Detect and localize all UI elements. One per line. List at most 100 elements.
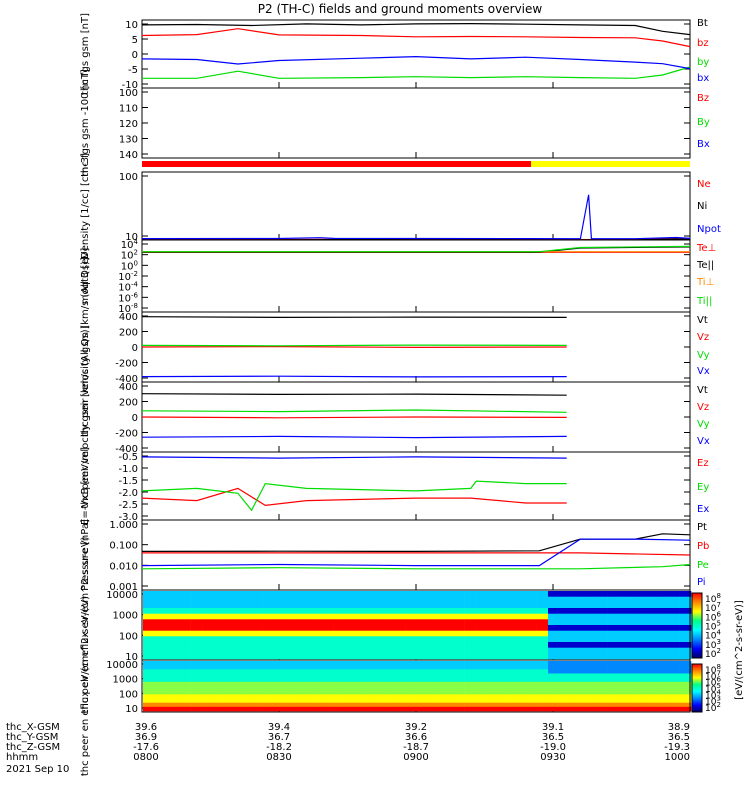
spectrogram-cell [262, 698, 275, 703]
spectrogram-cell [297, 602, 311, 609]
spectrogram-cell [571, 698, 585, 703]
spectrogram-cell [345, 619, 358, 626]
panel-frame [141, 239, 691, 313]
spectrogram-cell [238, 698, 251, 703]
panel-frame [141, 87, 691, 159]
spectrogram-cell [512, 596, 525, 603]
spectrogram-cell [619, 677, 632, 683]
spectrogram-cell [440, 653, 453, 660]
spectrogram-cell [357, 591, 370, 597]
spectrogram-cell [548, 677, 561, 683]
spectrogram-cell [262, 702, 275, 708]
spectrogram-cell [643, 653, 656, 660]
y-tick-label: -5 [128, 65, 138, 76]
spectrogram-cell [548, 661, 561, 666]
spectrogram-cell [428, 681, 442, 687]
spectrogram-cell [381, 665, 394, 670]
spectrogram-cell [262, 608, 275, 614]
spectrogram-cell [238, 619, 251, 626]
spectrogram-cell [619, 619, 632, 626]
spectrogram-cell [333, 673, 346, 678]
spectrogram-cell [143, 669, 156, 674]
spectrogram-cell [440, 642, 453, 648]
spectrogram-cell [321, 694, 334, 699]
spectrogram-cell [607, 591, 620, 597]
spectrogram-cell [309, 608, 322, 614]
spectrogram-cell [321, 630, 334, 637]
spectrogram-cell [226, 694, 239, 699]
spectrogram-cell [357, 636, 370, 643]
legend-te: Te⊥ [696, 243, 716, 254]
spectrogram-cell [440, 647, 453, 654]
spectrogram-cell [250, 681, 263, 687]
spectrogram-cell [214, 690, 227, 695]
spectrogram-cell [178, 681, 191, 687]
spectrogram-cell [560, 619, 573, 626]
spectrogram-cell [393, 673, 406, 678]
spectrogram-cell [321, 665, 334, 670]
colorbar-tick-label: 104 [705, 688, 721, 701]
spectrogram-cell [262, 661, 275, 666]
spectrogram-cell [393, 702, 406, 708]
spectrogram-cell [238, 608, 251, 614]
y-axis-label: thc fgs gsm -100 [nT] [80, 69, 91, 177]
y-axis-label: Density [1/cc] [cm-3] [80, 153, 91, 259]
y-tick-label: 104 [121, 238, 139, 251]
spectrogram-cell [202, 602, 215, 609]
spectrogram-cell [357, 669, 370, 674]
spectrogram-cell [274, 694, 287, 699]
spectrogram-cell [274, 665, 287, 670]
spectrogram-cell [381, 686, 394, 691]
spectrogram-cell [607, 613, 620, 620]
spectrogram-cell [345, 630, 358, 637]
spectrogram-cell [679, 677, 692, 683]
spectrogram-cell [440, 702, 453, 708]
spectrogram-cell [262, 642, 275, 648]
y-tick-label: 1000 [113, 675, 138, 686]
spectrogram-cell [154, 690, 168, 695]
spectrogram-cell [452, 702, 465, 708]
spectrogram-cell [393, 653, 406, 660]
spectrogram-cell [464, 665, 477, 670]
spectrogram-cell [226, 686, 239, 691]
spectrogram-cell [607, 686, 620, 691]
spectrogram-cell [286, 706, 299, 712]
spectrogram-cell [452, 681, 465, 687]
spectrogram-cell [488, 673, 501, 678]
spectrogram-cell [381, 608, 394, 614]
spectrogram-cell [500, 625, 513, 631]
spectrogram-cell [583, 619, 596, 626]
spectrogram-cell [143, 591, 156, 597]
series-line-ez [141, 487, 567, 507]
spectrogram-cell [214, 677, 227, 683]
spectrogram-cell [297, 661, 311, 666]
spectrogram-cell [655, 686, 668, 691]
spectrogram-cell [345, 694, 358, 699]
spectrogram-cell [262, 591, 275, 597]
spectrogram-cell [345, 677, 358, 683]
spectrogram-cell [369, 665, 382, 670]
spectrogram-cell [226, 630, 239, 637]
spectrogram-cell [286, 694, 299, 699]
spectrogram-cell [166, 636, 179, 643]
spectrogram-cell [440, 613, 453, 620]
series-line-ti [142, 245, 691, 253]
spectrogram-cell [476, 665, 489, 670]
spectrogram-cell [452, 706, 465, 712]
series-line-bx [141, 55, 691, 70]
spectrogram-cell [500, 677, 513, 683]
spectrogram-cell [357, 702, 370, 708]
spectrogram-cell [238, 625, 251, 631]
spectrogram-cell [512, 690, 525, 695]
spectrogram-cell [166, 677, 179, 683]
spectrogram-cell [297, 669, 311, 674]
spectrogram-cell [405, 690, 418, 695]
spectrogram-cell [250, 669, 263, 674]
spectrogram-cell [190, 669, 203, 674]
spectrogram-cell [536, 690, 549, 695]
spectrogram-cell [655, 673, 668, 678]
spectrogram-cell [226, 673, 239, 678]
spectrogram-cell [238, 653, 251, 660]
y-tick-label: 200 [119, 328, 138, 339]
spectrogram-cell [679, 690, 692, 695]
